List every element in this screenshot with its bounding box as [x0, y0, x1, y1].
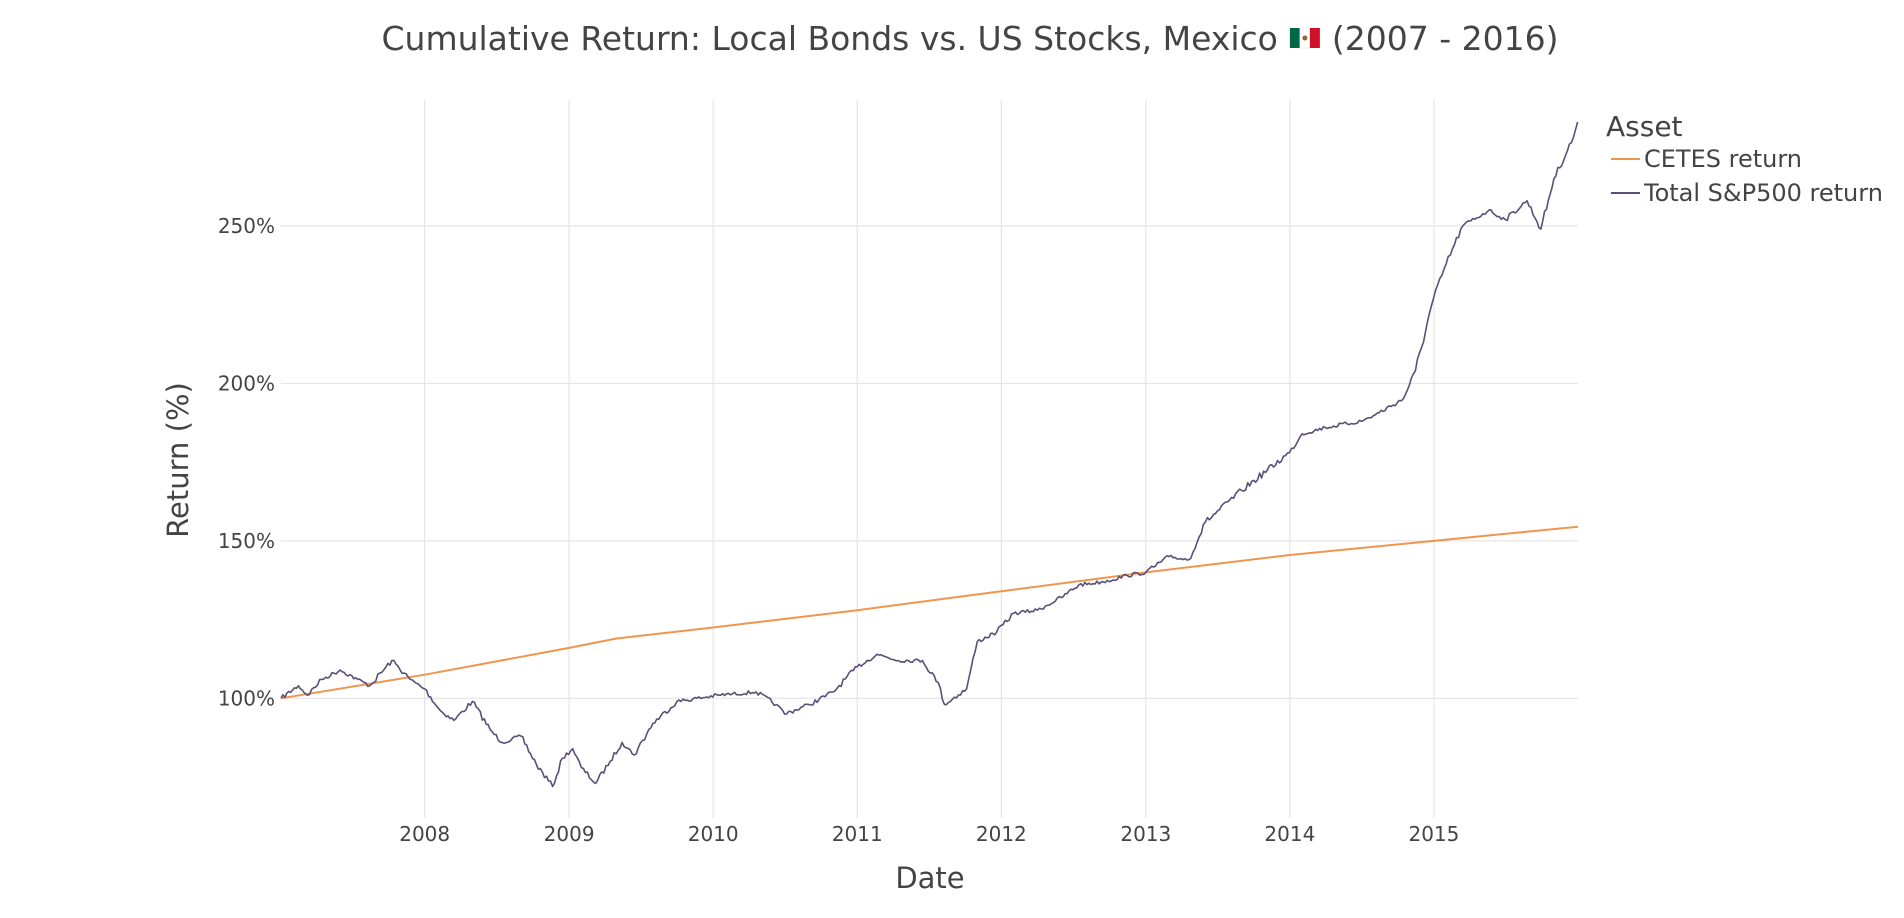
- mexico-flag-icon: [1289, 27, 1320, 49]
- series-lines: [280, 121, 1579, 788]
- series-line-cetes: [280, 525, 1579, 700]
- y-tick-labels: 100% 150% 200% 250%: [218, 214, 275, 710]
- x-axis-title: Date: [895, 861, 964, 895]
- series-line-sp500: [280, 121, 1579, 788]
- legend-item-cetes[interactable]: CETES return: [1611, 145, 1802, 173]
- chart-title-main: Cumulative Return: Local Bonds vs. US St…: [382, 19, 1278, 58]
- legend-item-sp500[interactable]: Total S&P500 return: [1611, 179, 1883, 207]
- x-tick-label: 2014: [1264, 822, 1315, 846]
- legend: Asset CETES return Total S&P500 return: [1606, 110, 1883, 207]
- x-tick-label: 2012: [976, 822, 1027, 846]
- y-axis-title: Return (%): [161, 382, 195, 538]
- legend-label-sp500: Total S&P500 return: [1643, 179, 1883, 207]
- y-tick-label: 250%: [218, 214, 275, 238]
- chart-title-suffix: (2007 - 2016): [1332, 19, 1559, 58]
- x-tick-label: 2009: [544, 822, 595, 846]
- y-tick-label: 200%: [218, 371, 275, 395]
- x-tick-label: 2008: [399, 822, 450, 846]
- x-tick-label: 2011: [832, 822, 883, 846]
- x-tick-labels: 2008 2009 2010 2011 2012 2013 2014 2015: [399, 822, 1459, 846]
- x-tick-label: 2015: [1408, 822, 1459, 846]
- y-gridlines: [281, 225, 1578, 699]
- x-tick-label: 2013: [1120, 822, 1171, 846]
- y-tick-label: 100%: [218, 686, 275, 710]
- x-tick-label: 2010: [688, 822, 739, 846]
- chart-title: Cumulative Return: Local Bonds vs. US St…: [382, 19, 1278, 58]
- legend-label-cetes: CETES return: [1644, 145, 1802, 173]
- y-tick-label: 150%: [218, 529, 275, 553]
- legend-title: Asset: [1606, 110, 1683, 143]
